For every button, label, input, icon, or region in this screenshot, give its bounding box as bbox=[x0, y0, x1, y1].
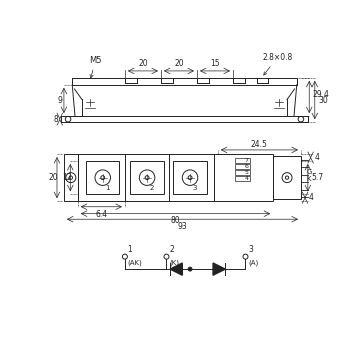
Text: 6.4: 6.4 bbox=[95, 210, 107, 219]
Text: 3: 3 bbox=[193, 185, 197, 191]
Bar bbox=[64, 154, 78, 201]
Text: 2: 2 bbox=[169, 246, 174, 255]
Bar bbox=[235, 170, 251, 175]
Text: (K): (K) bbox=[169, 260, 179, 266]
Circle shape bbox=[69, 176, 72, 179]
Polygon shape bbox=[213, 263, 225, 275]
Circle shape bbox=[188, 267, 192, 271]
Circle shape bbox=[66, 173, 76, 183]
Circle shape bbox=[285, 176, 289, 179]
Bar bbox=[78, 154, 273, 201]
Text: 1: 1 bbox=[105, 185, 110, 191]
Text: 4: 4 bbox=[245, 176, 249, 181]
Bar bbox=[235, 164, 251, 169]
Circle shape bbox=[298, 116, 304, 122]
Text: 30: 30 bbox=[318, 95, 328, 104]
Text: 24.5: 24.5 bbox=[251, 140, 268, 149]
Text: 15: 15 bbox=[210, 59, 220, 68]
Circle shape bbox=[122, 254, 127, 259]
Text: 4: 4 bbox=[314, 153, 319, 162]
Circle shape bbox=[182, 170, 198, 185]
Circle shape bbox=[282, 173, 292, 183]
Text: (AK): (AK) bbox=[128, 260, 143, 266]
Bar bbox=[235, 158, 251, 163]
Circle shape bbox=[145, 176, 149, 180]
Circle shape bbox=[243, 254, 248, 259]
Text: 3: 3 bbox=[248, 246, 253, 255]
Circle shape bbox=[95, 170, 111, 185]
Polygon shape bbox=[170, 263, 182, 275]
Bar bbox=[273, 156, 301, 199]
Bar bbox=[174, 161, 207, 194]
Text: (A): (A) bbox=[248, 260, 258, 266]
Text: 4: 4 bbox=[309, 193, 313, 202]
Text: 5: 5 bbox=[245, 170, 249, 175]
Text: K: K bbox=[306, 176, 311, 182]
Text: 2: 2 bbox=[150, 185, 154, 191]
Text: M5: M5 bbox=[90, 55, 102, 78]
Text: 1: 1 bbox=[128, 246, 132, 255]
Text: 20: 20 bbox=[174, 59, 184, 68]
Text: 9: 9 bbox=[57, 96, 62, 105]
Text: 12: 12 bbox=[62, 173, 71, 182]
Bar bbox=[130, 161, 164, 194]
Circle shape bbox=[101, 176, 105, 180]
Bar bbox=[235, 176, 251, 181]
Text: 5.7: 5.7 bbox=[311, 173, 323, 182]
Text: 29.4: 29.4 bbox=[313, 90, 330, 99]
Text: 7: 7 bbox=[245, 158, 249, 163]
Bar bbox=[86, 161, 120, 194]
Circle shape bbox=[139, 170, 155, 185]
Text: 20: 20 bbox=[138, 59, 148, 68]
Text: 80: 80 bbox=[171, 216, 180, 225]
Circle shape bbox=[65, 116, 71, 122]
Circle shape bbox=[164, 254, 169, 259]
Text: 93: 93 bbox=[177, 222, 187, 231]
Text: 8: 8 bbox=[53, 114, 58, 123]
Text: 2.8×0.8: 2.8×0.8 bbox=[262, 53, 292, 75]
Text: 6: 6 bbox=[245, 164, 249, 169]
Circle shape bbox=[188, 176, 192, 180]
Text: G: G bbox=[306, 168, 312, 175]
Text: 20: 20 bbox=[49, 173, 58, 182]
